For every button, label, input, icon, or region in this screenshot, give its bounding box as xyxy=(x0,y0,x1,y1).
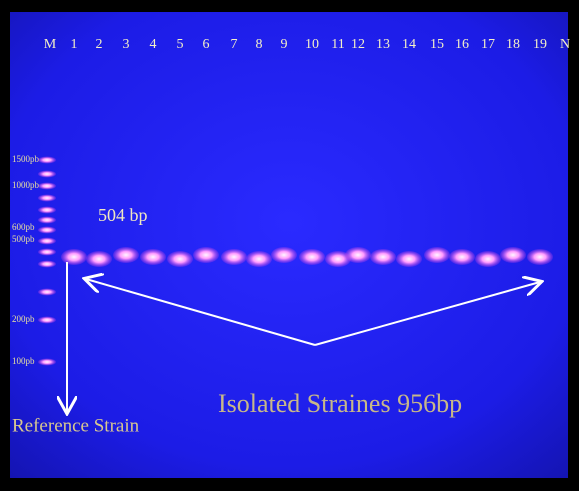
reference-label: Reference Strain xyxy=(12,415,140,436)
ladder-label: 200pb xyxy=(12,314,35,324)
dna-band xyxy=(140,249,166,265)
ladder-band xyxy=(38,156,56,164)
ladder-band xyxy=(38,226,56,234)
lane-label: 5 xyxy=(177,37,184,52)
lane-label: 15 xyxy=(430,37,444,52)
dna-band xyxy=(271,247,297,263)
lane-label: M xyxy=(44,37,57,52)
lane-label: 10 xyxy=(305,37,319,52)
dna-band xyxy=(345,247,371,263)
dna-band xyxy=(500,247,526,263)
dna-band xyxy=(86,251,112,267)
dna-band xyxy=(424,247,450,263)
band-label: 504 bp xyxy=(98,205,148,225)
dna-band xyxy=(61,249,87,265)
dna-band xyxy=(475,251,501,267)
dna-band xyxy=(299,249,325,265)
ladder-band xyxy=(38,288,56,296)
lane-label: 2 xyxy=(96,37,103,52)
lane-label: 13 xyxy=(376,37,390,52)
dna-band xyxy=(396,251,422,267)
lane-label: 6 xyxy=(203,37,210,52)
lane-label: 16 xyxy=(455,37,469,52)
ladder-band xyxy=(38,316,56,324)
ladder-band xyxy=(38,248,56,256)
gel xyxy=(10,12,568,478)
lane-label: 8 xyxy=(256,37,263,52)
lane-label: 4 xyxy=(150,37,157,52)
lane-label: 7 xyxy=(231,37,238,52)
lane-label: 12 xyxy=(351,37,365,52)
ladder-band xyxy=(38,358,56,366)
lane-label: 17 xyxy=(481,37,495,52)
dna-band xyxy=(370,249,396,265)
dna-band xyxy=(325,251,351,267)
ladder-band xyxy=(38,194,56,202)
ladder-band xyxy=(38,206,56,214)
lane-label: 14 xyxy=(402,37,416,52)
dna-band xyxy=(449,249,475,265)
ladder-label: 1000pb xyxy=(12,180,40,190)
dna-band xyxy=(527,249,553,265)
ladder-band xyxy=(38,216,56,224)
isolated-label: Isolated Straines 956bp xyxy=(218,389,462,418)
ladder-label: 500pb xyxy=(12,234,35,244)
ladder-label: 1500pb xyxy=(12,154,40,164)
lane-label: N xyxy=(560,37,570,52)
ladder-band xyxy=(38,260,56,268)
lane-labels: M 1 2 3 4 5 6 7 8 9 10 11 12 13 14 15 16 17 18 19 N xyxy=(44,37,570,52)
dna-band xyxy=(113,247,139,263)
lane-label: 3 xyxy=(123,37,130,52)
lane-label: 11 xyxy=(331,37,344,52)
ladder-band xyxy=(38,182,56,190)
bands xyxy=(38,156,553,366)
ladder-band xyxy=(38,237,56,245)
ladder-label: 100pb xyxy=(12,356,35,366)
isolate-arrow-right xyxy=(314,282,540,346)
lane-label: 18 xyxy=(506,37,520,52)
ladder-band xyxy=(38,170,56,178)
dna-band xyxy=(167,251,193,267)
isolate-arrow-left xyxy=(86,279,316,346)
dna-band xyxy=(221,249,247,265)
lane-label: 9 xyxy=(281,37,288,52)
ladder-labels: 1500pb 1000pb 600pb 500pb 200pb 100pb xyxy=(12,154,40,366)
dna-band xyxy=(193,247,219,263)
lane-label: 19 xyxy=(533,37,547,52)
lane-label: 1 xyxy=(71,37,78,52)
dna-band xyxy=(246,251,272,267)
ladder-label: 600pb xyxy=(12,222,35,232)
